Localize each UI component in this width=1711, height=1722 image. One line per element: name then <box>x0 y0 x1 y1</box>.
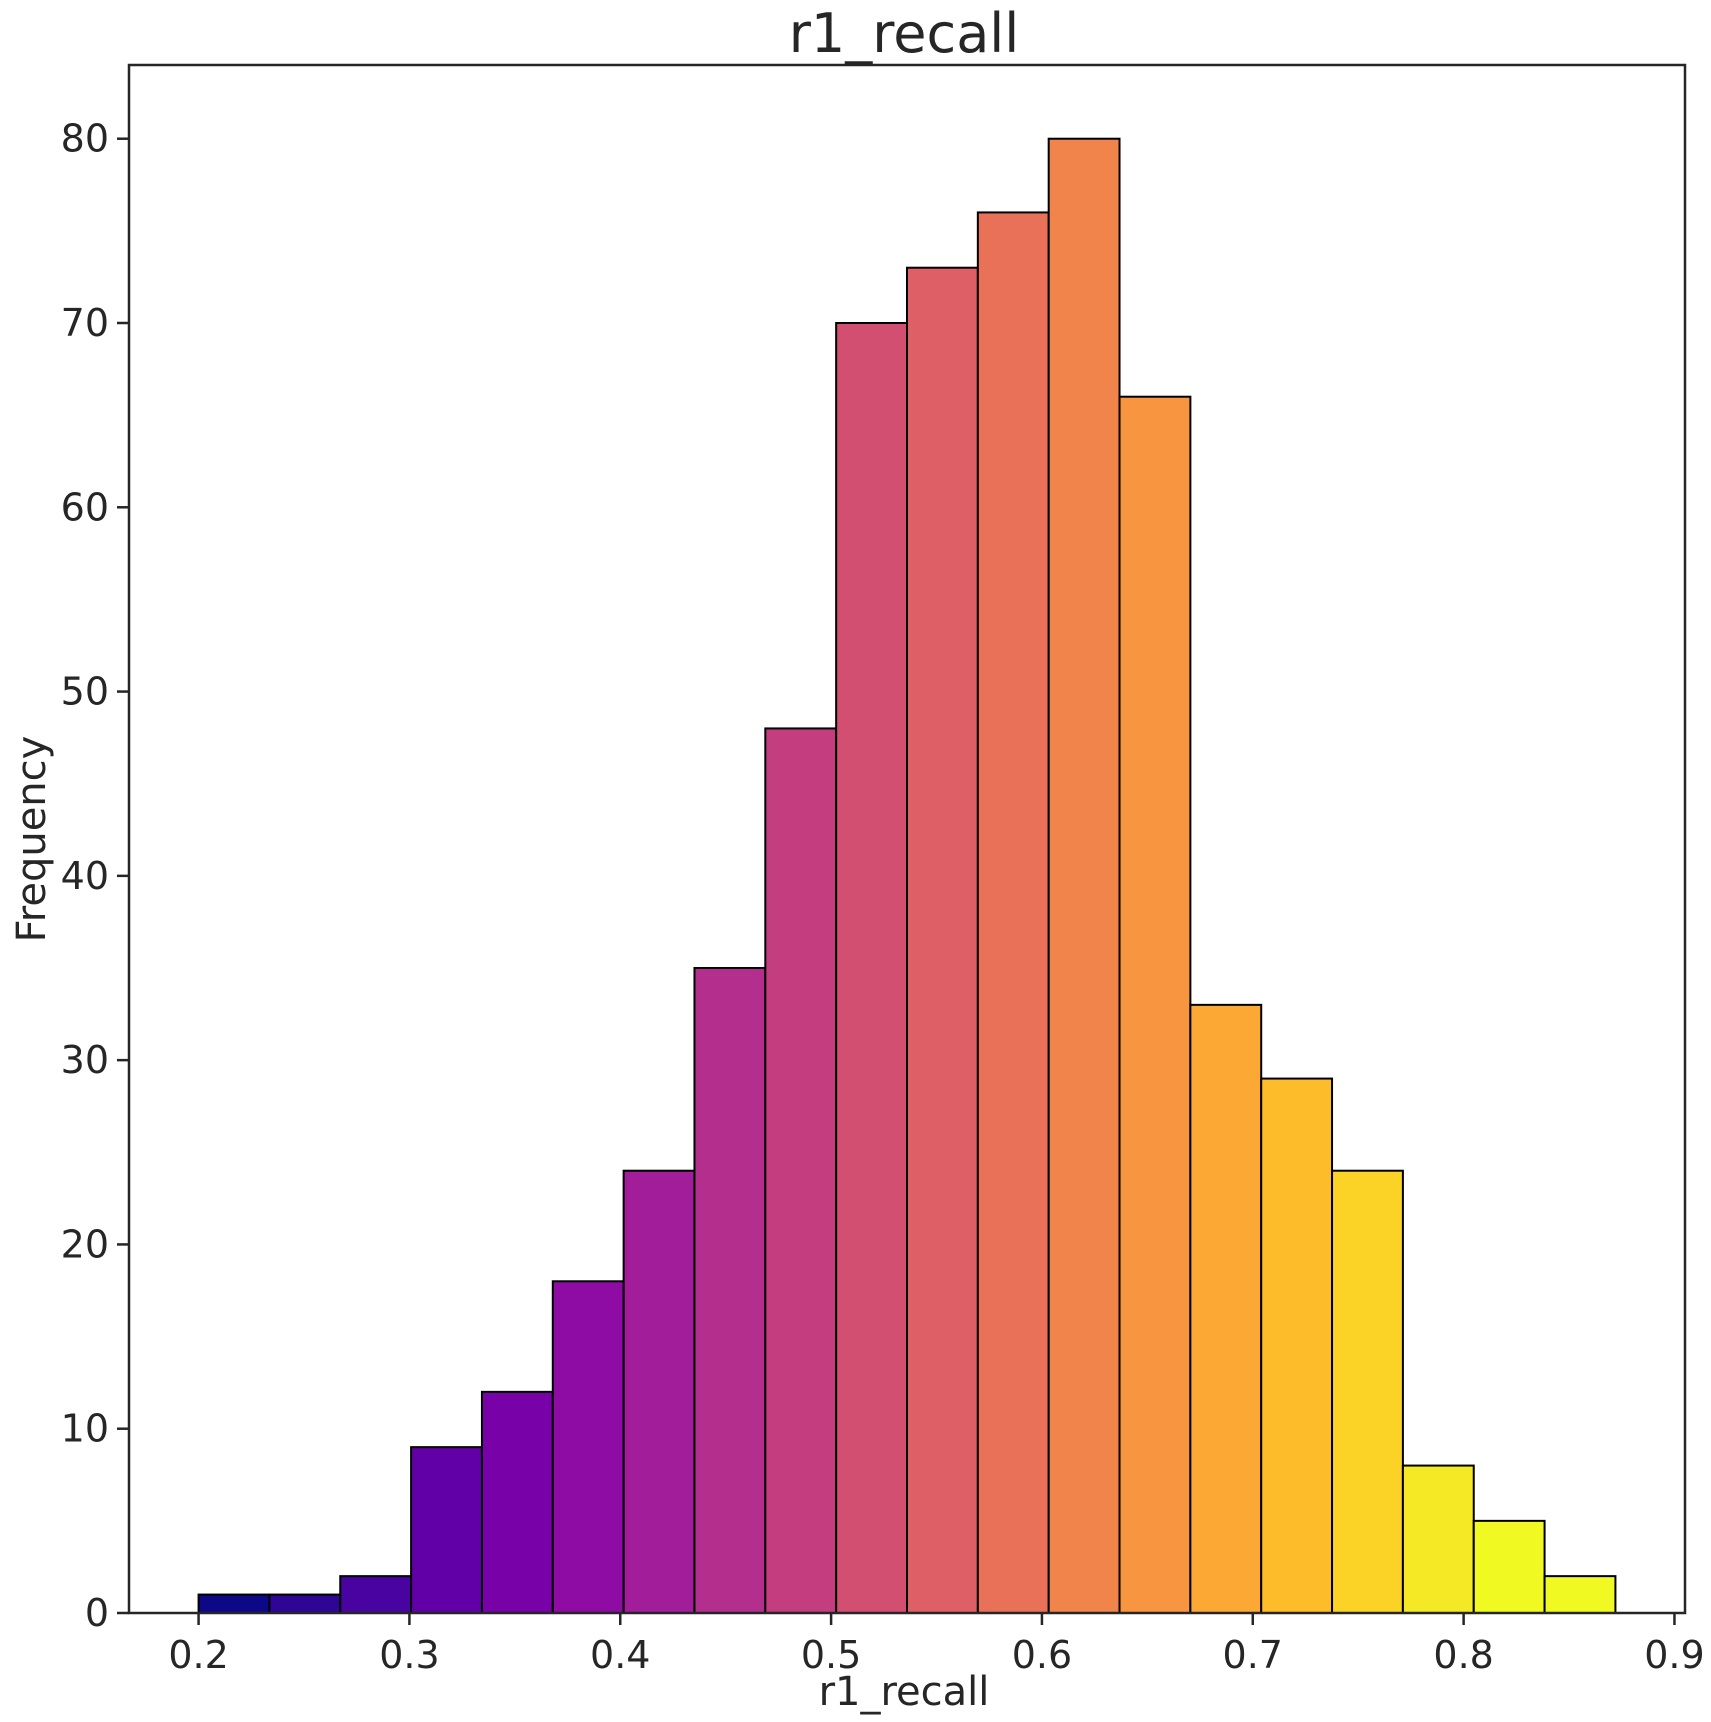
histogram-bar <box>197 1593 271 1614</box>
x-tick-label: 0.5 <box>801 1633 861 1677</box>
y-tick-label: 40 <box>61 854 109 898</box>
x-tick-label: 0.7 <box>1223 1633 1283 1677</box>
bars-group <box>197 137 1617 1615</box>
chart-title: r1_recall <box>789 2 1020 65</box>
y-tick-label: 60 <box>61 485 109 529</box>
x-axis-ticks: 0.2 0.3 0.4 0.5 0.6 0.7 0.8 0.9 <box>168 1613 1705 1677</box>
histogram-bar <box>976 211 1050 1614</box>
histogram-bar <box>764 727 838 1614</box>
y-tick-label: 10 <box>61 1407 109 1451</box>
histogram-bar <box>1401 1464 1475 1614</box>
y-tick-label: 80 <box>61 117 109 161</box>
x-tick-label: 0.2 <box>168 1633 228 1677</box>
histogram-bar <box>480 1390 554 1615</box>
y-axis-label: Frequency <box>9 736 55 943</box>
y-axis-ticks: 0 10 20 30 40 50 60 70 80 <box>61 117 129 1635</box>
histogram-bar <box>339 1575 413 1614</box>
histogram-bar <box>1047 137 1121 1615</box>
x-axis-label: r1_recall <box>819 1669 990 1715</box>
x-tick-label: 0.8 <box>1433 1633 1493 1677</box>
histogram-bar <box>693 967 767 1614</box>
histogram-bar <box>1472 1519 1546 1615</box>
histogram-bar <box>1189 1003 1263 1614</box>
y-tick-label: 70 <box>61 301 109 345</box>
x-tick-label: 0.9 <box>1644 1633 1704 1677</box>
x-tick-label: 0.3 <box>379 1633 439 1677</box>
histogram-bar <box>1118 395 1192 1615</box>
plot-frame <box>127 63 1687 1615</box>
x-tick-label: 0.6 <box>1012 1633 1072 1677</box>
histogram-bar <box>410 1446 483 1614</box>
histogram-bar <box>1543 1575 1617 1614</box>
y-tick-label: 30 <box>61 1038 109 1082</box>
x-tick-label: 0.4 <box>590 1633 650 1677</box>
histogram-bar <box>622 1169 696 1614</box>
histogram-bar <box>906 266 979 1615</box>
histogram-bar <box>268 1593 342 1614</box>
histogram-bar <box>835 322 908 1614</box>
histogram-bar <box>1331 1169 1404 1614</box>
histogram-bar <box>551 1280 625 1615</box>
y-tick-label: 0 <box>85 1591 109 1635</box>
histogram-bar <box>1260 1077 1334 1614</box>
y-tick-label: 50 <box>61 670 109 714</box>
y-tick-label: 20 <box>61 1222 109 1266</box>
